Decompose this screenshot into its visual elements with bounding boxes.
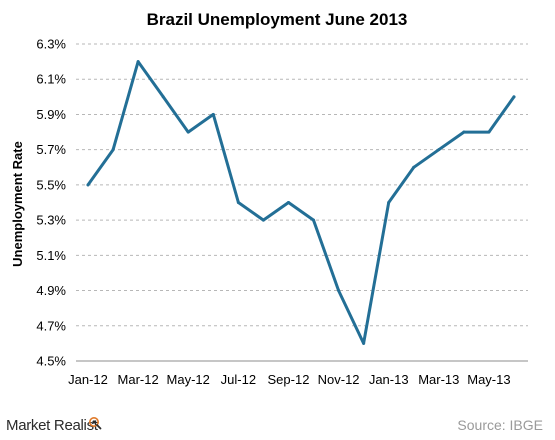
magnifier-icon	[89, 416, 102, 430]
y-tick-label: 5.9%	[36, 107, 66, 122]
series-line	[86, 60, 516, 345]
x-tick-label: Mar-13	[418, 372, 459, 387]
y-tick-label: 5.5%	[36, 177, 66, 192]
y-tick-label: 6.1%	[36, 72, 66, 87]
y-tick-label: 6.3%	[36, 37, 66, 52]
x-axis-ticks: Jan-12 Mar-12 May-12 Jul-12 Sep-12 Nov-12 Jan-…	[68, 372, 510, 387]
x-tick-label: Jul-12	[221, 372, 256, 387]
y-tick-label: 4.7%	[36, 318, 66, 333]
chart-title: Brazil Unemployment June 2013	[147, 10, 408, 29]
series-layer	[86, 60, 516, 345]
data-point	[462, 130, 466, 134]
data-point	[236, 201, 240, 204]
y-axis-ticks: 4.5% 4.7% 4.9% 5.1% 5.3% 5.5% 5.7% 5.9% 6.1% 6.3%	[36, 37, 66, 369]
data-point	[261, 218, 265, 222]
source-note: Source: IBGE	[457, 417, 543, 433]
y-axis-label: Unemployment Rate	[10, 141, 25, 267]
data-point	[387, 201, 391, 204]
data-point	[487, 130, 491, 134]
brand-logo: Market Realist	[6, 416, 102, 434]
x-tick-label: Sep-12	[268, 372, 310, 387]
x-tick-label: May-13	[467, 372, 510, 387]
data-point	[111, 148, 115, 152]
y-tick-label: 4.9%	[36, 283, 66, 298]
data-point	[286, 201, 290, 204]
y-tick-label: 5.1%	[36, 248, 66, 263]
data-point	[312, 218, 316, 222]
grid-lines	[76, 43, 528, 327]
data-point	[512, 95, 516, 99]
data-point	[211, 112, 215, 116]
data-point	[412, 165, 416, 169]
data-point	[161, 95, 165, 99]
brand-name: Market Realist	[6, 417, 99, 434]
x-tick-label: Mar-12	[118, 372, 159, 387]
data-point	[186, 130, 190, 134]
data-point	[437, 148, 441, 152]
x-tick-label: Jan-12	[68, 372, 108, 387]
y-tick-label: 5.7%	[36, 142, 66, 157]
x-tick-label: Nov-12	[318, 372, 360, 387]
x-tick-label: May-12	[167, 372, 210, 387]
data-point	[86, 183, 90, 187]
x-tick-label: Jan-13	[369, 372, 409, 387]
y-tick-label: 5.3%	[36, 213, 66, 228]
data-point	[362, 341, 366, 345]
data-point	[337, 289, 341, 293]
y-tick-label: 4.5%	[36, 354, 66, 369]
data-point	[136, 60, 140, 64]
